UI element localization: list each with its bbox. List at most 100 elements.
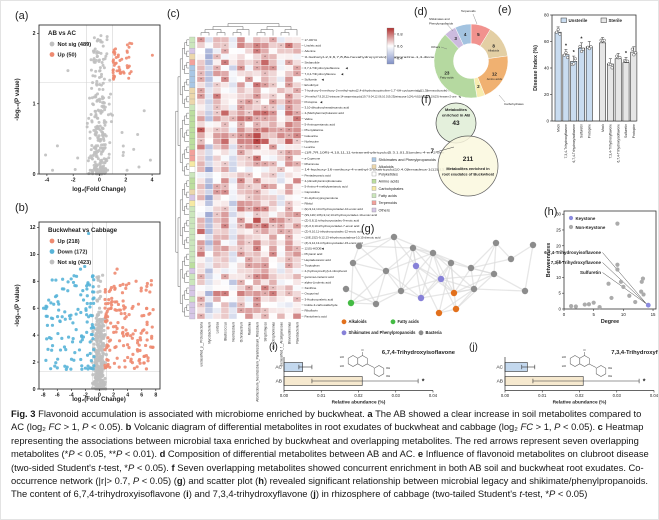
volcano-a-point: [89, 154, 93, 158]
heatmap-cell: [292, 104, 302, 111]
volcano-b-point: [127, 313, 131, 317]
heatmap-cell: [212, 284, 222, 291]
heatmap-category-strip: [189, 121, 196, 128]
volcano-a-point: [98, 161, 102, 165]
volcano-b-point: [124, 328, 128, 332]
heatmap-cell: [244, 234, 254, 241]
heatmap-row-dendrogram: [186, 287, 189, 294]
volcano-a-x-tick-label: -2: [71, 178, 76, 184]
volcano-a-point: [96, 116, 100, 120]
heatmap-cell-sig: *: [248, 134, 250, 138]
heatmap-cell-sig: *: [200, 128, 202, 132]
heatmap-cell: [228, 81, 238, 88]
network-node-fat: [347, 299, 355, 307]
volcano-b-x-tick-label: 6: [140, 393, 143, 399]
volcano-a-point: [87, 156, 91, 160]
heatmap-cell: [252, 217, 262, 224]
heatmap-cell: [292, 155, 302, 162]
volcano-b-point: [97, 284, 101, 288]
volcano-b-point: [127, 346, 131, 350]
heatmap-row-label: Oxypurinol: [305, 292, 320, 296]
heatmap-cell-sig: *: [296, 247, 298, 251]
heatmap-row-label: (1R,7R,10R)-4,10,11,11-tetramethyltricyc…: [305, 151, 445, 155]
volcano-b-point: [103, 363, 107, 367]
network-edge: [524, 244, 534, 292]
heatmap-row-dendrogram: [182, 294, 185, 313]
volcano-b-point: [63, 317, 67, 321]
heatmap-cell: [220, 262, 230, 269]
volcano-a-point: [90, 96, 94, 100]
volcano-b-point: [88, 305, 92, 309]
heatmap-row-label: 14-hydroxy-16-methoxy-4-methyl-3-oxatric…: [305, 168, 473, 172]
heatmap-cell: [204, 177, 214, 184]
heatmap-cell: [276, 290, 286, 297]
heatmap-cell: [252, 284, 262, 291]
heatmap-cell: [220, 177, 230, 184]
heatmap-cell: [196, 251, 206, 258]
heatmap-cell: [212, 36, 222, 43]
heatmap-cell: [284, 268, 294, 275]
panel-g-label: (g): [361, 223, 374, 235]
heatmap-cell: [228, 183, 238, 190]
volcano-a-legend-label: Not sig (489): [58, 42, 92, 48]
category-legend-swatch: [371, 207, 377, 213]
caption-segment: Seven overlapping metabolites showed con…: [11, 461, 644, 487]
volcano-b-point: [99, 383, 104, 388]
heatmap-cell: [196, 228, 206, 235]
heatmap-cell: [212, 234, 222, 241]
volcano-b-point: [127, 281, 131, 286]
heatmap-cell: [244, 166, 254, 173]
heatmap-category-strip: [189, 251, 196, 258]
heatmap-row-label: Isoleucine: [305, 134, 319, 138]
heatmap-cell-sig: *: [200, 298, 202, 302]
heatmap-cell-sig: *: [256, 50, 258, 54]
volcano-b-point: [91, 285, 95, 289]
volcano-a-point: [142, 109, 146, 113]
heatmap-cell: [236, 239, 246, 246]
heatmap-row-dendrogram: [186, 112, 189, 120]
heatmap-cell: [212, 48, 222, 55]
heatmap-cell: [260, 234, 270, 241]
heatmap-cell: [228, 251, 238, 258]
heatmap-category-strip: [189, 65, 196, 71]
heatmap-cell: [220, 296, 230, 303]
heatmap-cell: [236, 284, 246, 291]
scatter-point: [573, 304, 578, 309]
volcano-a-legend-dot: [49, 41, 55, 47]
volcano-b-point: [119, 311, 123, 316]
volcano-a-point: [112, 77, 116, 81]
structure-atom-label: OH: [608, 374, 612, 378]
heatmap-col-label: Ochrobactrum: [239, 322, 243, 343]
betweenness-axis-label: Betweenness: [546, 243, 552, 277]
heatmap-cell: [220, 65, 230, 72]
network-edge: [385, 270, 402, 292]
heatmap-cell: [228, 160, 238, 167]
data-point-circle: [566, 56, 570, 60]
heatmap-cell: [228, 76, 238, 83]
heatmap-row-dendrogram: [186, 62, 189, 69]
volcano-a-point: [125, 168, 129, 172]
heatmap-cell: [204, 76, 214, 83]
volcano-a-point: [101, 127, 105, 131]
hbar-x-tick-label: 0.04: [650, 393, 659, 398]
heatmap-category-strip: [189, 268, 196, 275]
volcano-a-point: [93, 47, 97, 51]
heatmap-cell-sig: *: [264, 112, 266, 116]
volcano-b-point: [107, 298, 111, 302]
heatmap-cell: [204, 81, 214, 88]
heatmap-cell: [276, 155, 286, 162]
data-point-circle: [626, 59, 630, 63]
heatmap-cell: [284, 160, 294, 167]
volcano-b-point: [83, 264, 87, 269]
heatmap-cell: [260, 194, 270, 201]
volcano-b-point: [85, 313, 89, 317]
heatmap-cell-sig: *: [272, 95, 274, 99]
scatter-legend-dot: [568, 224, 574, 230]
data-point-circle: [558, 32, 562, 36]
network-edge: [415, 265, 455, 294]
heatmap-cell-sig: *: [296, 140, 298, 144]
hbar-x-tick-label: 0.01: [317, 393, 326, 398]
scatter-point: [582, 302, 587, 307]
heatmap-cell: [292, 200, 302, 207]
